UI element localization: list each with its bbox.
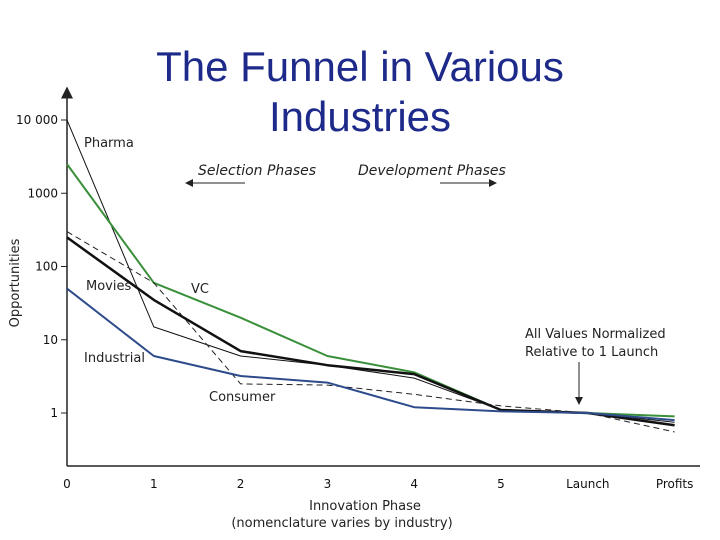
- x-axis-subtitle: (nomenclature varies by industry): [231, 516, 452, 531]
- x-axis-title: Innovation Phase: [309, 499, 421, 514]
- normalized-note-line-1: All Values Normalized: [525, 327, 666, 342]
- x-tick-label: Launch: [566, 477, 609, 491]
- development-phases-label: Development Phases: [358, 163, 506, 179]
- x-tick-label: 5: [497, 477, 505, 491]
- normalized-note-line-2: Relative to 1 Launch: [525, 345, 658, 360]
- y-axis-title: Opportunities: [8, 238, 23, 327]
- x-tick-label: 0: [63, 477, 71, 491]
- y-tick-label: 100: [35, 260, 58, 274]
- series-label-movies: Movies: [86, 279, 131, 294]
- axes: 1 10 100 1000 10 000 0 1 2 3 4 5 Launch Profits Innov…: [8, 86, 700, 531]
- slide-title: The Funnel in Various Industries: [0, 42, 720, 142]
- y-tick-label: 1: [50, 406, 58, 420]
- series-line-industrial: [66, 287, 675, 422]
- selection-phases-label: Selection Phases: [198, 163, 316, 179]
- x-tick-label: 3: [324, 477, 332, 491]
- x-tick-label: 4: [410, 477, 418, 491]
- series-line-consumer: [66, 231, 675, 433]
- y-tick-label: 10: [43, 333, 58, 347]
- y-tick-label: 1000: [27, 186, 58, 200]
- x-tick-label: 2: [237, 477, 245, 491]
- title-line-1: The Funnel in Various: [156, 43, 564, 90]
- series-label-vc: VC: [191, 282, 209, 297]
- series-line-vc: [66, 163, 675, 418]
- annotations: Pharma VC Movies Consumer Industrial Selectio…: [84, 136, 666, 405]
- y-tick-label: 10 000: [16, 113, 58, 127]
- series-label-consumer: Consumer: [209, 390, 276, 405]
- series-label-pharma: Pharma: [84, 136, 134, 151]
- series-label-industrial: Industrial: [84, 351, 145, 366]
- series-layer: [66, 119, 675, 433]
- x-tick-label: 1: [150, 477, 158, 491]
- x-tick-label: Profits: [656, 477, 694, 491]
- title-line-2: Industries: [268, 93, 452, 140]
